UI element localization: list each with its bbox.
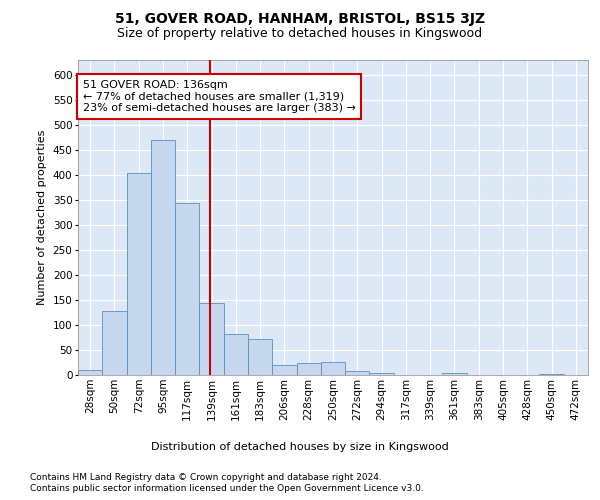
Text: Contains public sector information licensed under the Open Government Licence v3: Contains public sector information licen… bbox=[30, 484, 424, 493]
Text: 51, GOVER ROAD, HANHAM, BRISTOL, BS15 3JZ: 51, GOVER ROAD, HANHAM, BRISTOL, BS15 3J… bbox=[115, 12, 485, 26]
Bar bbox=[248, 339, 272, 375]
Text: Distribution of detached houses by size in Kingswood: Distribution of detached houses by size … bbox=[151, 442, 449, 452]
Bar bbox=[199, 302, 224, 375]
Bar bbox=[224, 334, 248, 375]
Bar bbox=[151, 140, 175, 375]
Bar bbox=[127, 172, 151, 375]
Bar bbox=[321, 362, 345, 375]
Text: 51 GOVER ROAD: 136sqm
← 77% of detached houses are smaller (1,319)
23% of semi-d: 51 GOVER ROAD: 136sqm ← 77% of detached … bbox=[83, 80, 356, 113]
Bar bbox=[345, 371, 370, 375]
Bar bbox=[102, 311, 127, 375]
Bar bbox=[272, 365, 296, 375]
Y-axis label: Number of detached properties: Number of detached properties bbox=[37, 130, 47, 305]
Bar bbox=[78, 370, 102, 375]
Bar bbox=[175, 202, 199, 375]
Bar bbox=[442, 372, 467, 375]
Bar bbox=[370, 372, 394, 375]
Bar bbox=[539, 374, 564, 375]
Text: Contains HM Land Registry data © Crown copyright and database right 2024.: Contains HM Land Registry data © Crown c… bbox=[30, 472, 382, 482]
Text: Size of property relative to detached houses in Kingswood: Size of property relative to detached ho… bbox=[118, 28, 482, 40]
Bar bbox=[296, 362, 321, 375]
